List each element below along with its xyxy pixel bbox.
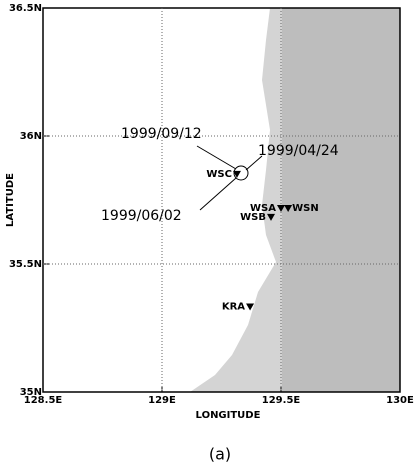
leader-line xyxy=(196,145,237,170)
leader-line xyxy=(245,155,263,171)
frame xyxy=(42,7,401,393)
date-label: 1999/04/24 xyxy=(258,143,339,159)
station-marker xyxy=(277,204,285,212)
x-tick-label: 129E xyxy=(148,395,176,406)
x-tick-label: 130E xyxy=(386,395,414,406)
station-label: WSB xyxy=(240,212,266,223)
x-axis-label: LONGITUDE xyxy=(196,410,261,421)
date-label: 1999/06/02 xyxy=(101,208,182,224)
station-label: WSA xyxy=(250,203,276,214)
land-dark xyxy=(282,8,400,392)
y-tick-label: 36.5N xyxy=(9,3,42,14)
station-label: KRA xyxy=(222,302,245,313)
station-marker xyxy=(267,213,276,221)
station-label: WSC xyxy=(206,169,232,180)
station-marker xyxy=(232,170,241,178)
leader-line xyxy=(199,177,237,211)
station-marker xyxy=(246,303,255,311)
y-tick-label: 35N xyxy=(20,387,42,398)
y-tick-label: 36N xyxy=(20,131,42,142)
y-tick-label: 35.5N xyxy=(9,259,42,270)
caption: (a) xyxy=(209,445,231,464)
date-label: 1999/09/12 xyxy=(121,126,202,142)
station-marker xyxy=(284,204,293,212)
event-circle xyxy=(233,165,249,181)
x-tick-label: 129.5E xyxy=(262,395,301,406)
y-axis-label: LATITUDE xyxy=(5,173,16,227)
x-tick-label: 128.5E xyxy=(24,395,63,406)
station-label: WSN xyxy=(292,203,319,214)
